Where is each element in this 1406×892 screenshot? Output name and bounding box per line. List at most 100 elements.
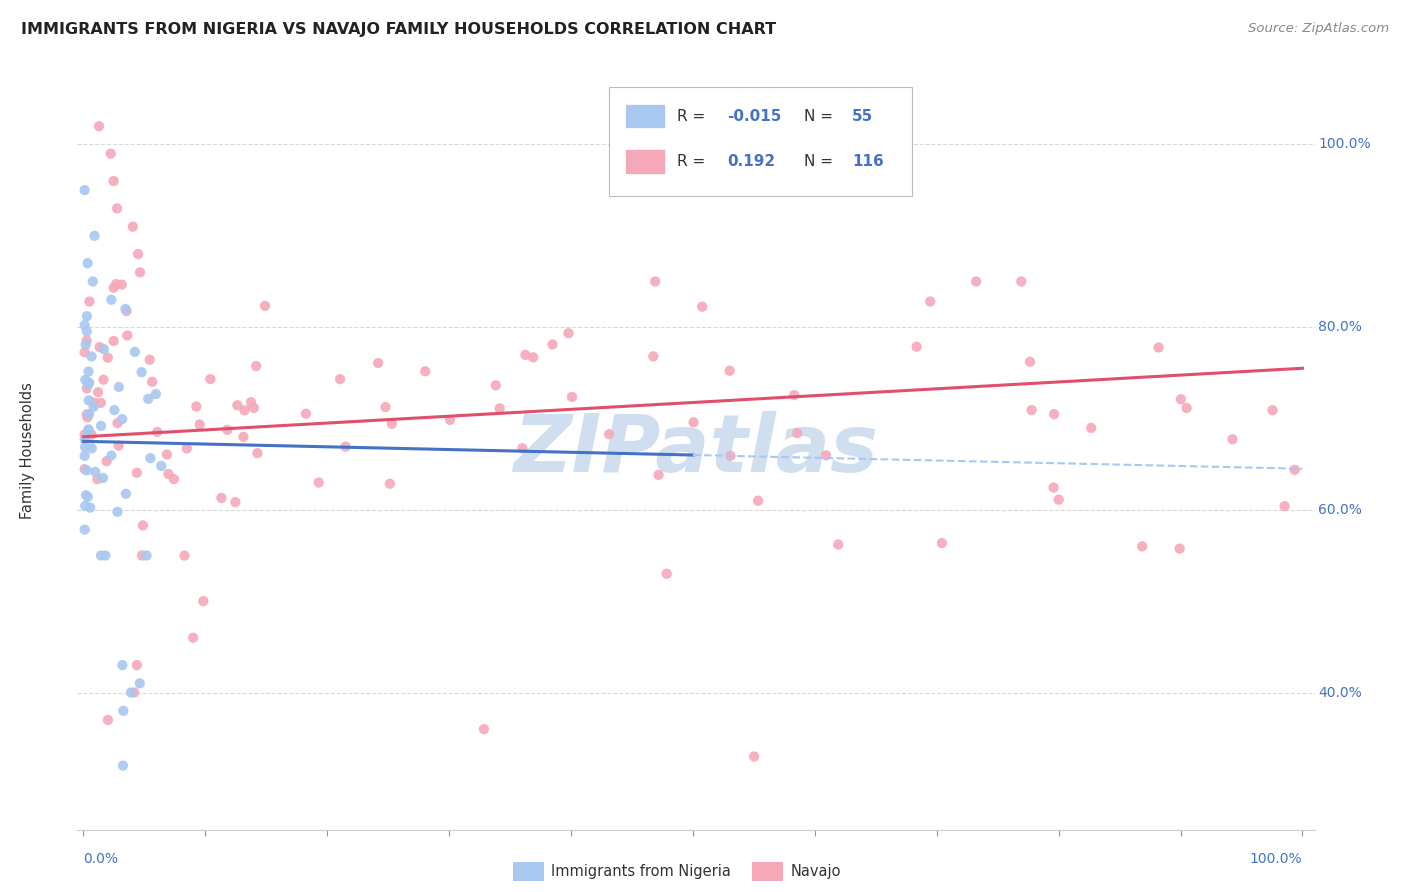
Point: [1130, 540, 1153, 554]
Point: [295, 407, 318, 421]
Point: [522, 351, 544, 365]
Point: [718, 364, 741, 378]
Point: [131, 365, 153, 379]
Point: [87, 385, 110, 400]
Point: [73, 345, 96, 359]
Point: [77, 364, 100, 378]
Point: [100, 146, 122, 161]
Point: [329, 372, 352, 386]
Point: [83, 400, 105, 414]
Point: [381, 417, 404, 431]
Point: [209, 491, 232, 505]
FancyBboxPatch shape: [626, 150, 665, 174]
Point: [111, 412, 134, 426]
Point: [89, 340, 111, 354]
Point: [1021, 403, 1043, 417]
Point: [73, 183, 96, 197]
Point: [93, 373, 115, 387]
Point: [121, 219, 143, 234]
Point: [141, 375, 163, 389]
FancyBboxPatch shape: [609, 87, 912, 196]
Point: [186, 400, 208, 414]
Text: IMMIGRANTS FROM NIGERIA VS NAVAJO FAMILY HOUSEHOLDS CORRELATION CHART: IMMIGRANTS FROM NIGERIA VS NAVAJO FAMILY…: [21, 22, 776, 37]
Text: 0.0%: 0.0%: [83, 853, 118, 866]
Point: [485, 378, 508, 392]
Point: [541, 337, 564, 351]
Point: [1047, 492, 1070, 507]
Point: [77, 393, 100, 408]
Point: [150, 458, 173, 473]
Point: [1080, 421, 1102, 435]
Text: 0.192: 0.192: [727, 154, 775, 169]
Point: [97, 351, 120, 365]
Point: [111, 658, 134, 673]
Point: [73, 433, 96, 447]
Point: [335, 440, 357, 454]
Point: [644, 275, 666, 289]
Point: [127, 247, 149, 261]
Point: [690, 300, 713, 314]
Point: [742, 749, 765, 764]
Point: [138, 352, 160, 367]
Point: [77, 407, 100, 421]
Point: [814, 448, 837, 462]
Point: [439, 413, 461, 427]
Point: [120, 685, 142, 699]
Point: [105, 277, 128, 291]
Point: [655, 566, 678, 581]
Point: [1147, 341, 1170, 355]
Point: [76, 256, 98, 270]
Point: [115, 304, 138, 318]
Point: [80, 442, 103, 456]
Point: [97, 713, 120, 727]
Point: [107, 439, 129, 453]
Text: 100.0%: 100.0%: [1250, 853, 1302, 866]
Point: [115, 487, 138, 501]
Point: [75, 499, 97, 513]
Text: Family Households: Family Households: [20, 382, 35, 519]
Point: [561, 390, 583, 404]
Point: [75, 373, 97, 387]
Point: [246, 446, 269, 460]
Point: [905, 340, 928, 354]
Text: 80.0%: 80.0%: [1319, 320, 1362, 334]
Point: [253, 299, 276, 313]
Point: [77, 377, 100, 392]
Point: [124, 345, 146, 359]
Point: [76, 309, 98, 323]
Point: [77, 376, 100, 390]
Point: [80, 427, 103, 442]
Point: [100, 449, 122, 463]
Point: [75, 440, 97, 454]
Point: [200, 372, 222, 386]
Point: [111, 277, 134, 292]
Point: [135, 549, 157, 563]
Point: [107, 505, 129, 519]
Point: [374, 400, 396, 414]
Point: [77, 422, 100, 436]
Point: [73, 523, 96, 537]
Point: [84, 465, 107, 479]
Point: [86, 472, 108, 486]
Point: [245, 359, 267, 373]
Point: [783, 388, 806, 402]
Point: [647, 467, 669, 482]
Point: [105, 202, 128, 216]
Point: [181, 631, 204, 645]
Point: [96, 454, 118, 468]
Point: [112, 704, 135, 718]
Point: [76, 334, 98, 348]
Point: [145, 387, 167, 401]
Point: [217, 423, 239, 437]
Point: [965, 275, 987, 289]
Point: [510, 442, 533, 456]
Point: [90, 549, 112, 563]
Point: [233, 403, 256, 417]
Text: N =: N =: [804, 154, 838, 169]
Point: [232, 430, 254, 444]
Point: [73, 427, 96, 442]
Point: [515, 348, 537, 362]
Text: 55: 55: [852, 109, 873, 124]
Point: [131, 549, 153, 563]
Text: Source: ZipAtlas.com: Source: ZipAtlas.com: [1249, 22, 1389, 36]
